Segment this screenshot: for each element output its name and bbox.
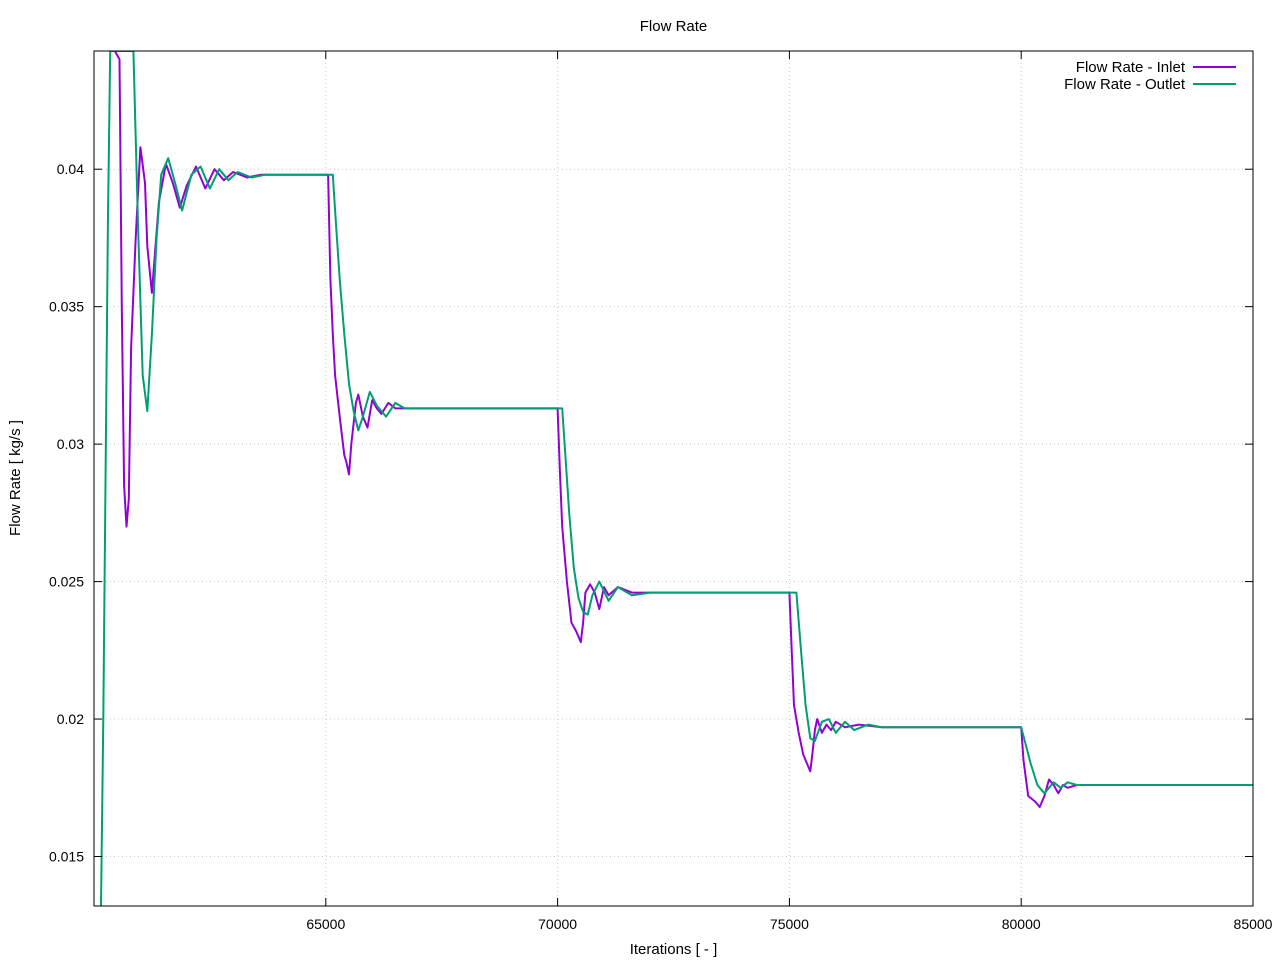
x-tick-label: 70000	[538, 916, 577, 932]
x-tick-label: 65000	[306, 916, 345, 932]
y-tick-label: 0.025	[49, 574, 84, 590]
ticks: 65000 70000 75000 80000 85000 0.015 0.02 0.025 0…	[49, 51, 1273, 932]
y-tick-label: 0.03	[57, 436, 84, 452]
series-line-flow-rate-outlet	[100, 51, 1253, 906]
x-tick-label: 75000	[770, 916, 809, 932]
y-tick-label: 0.015	[49, 849, 84, 865]
y-tick-label: 0.035	[49, 299, 84, 315]
x-tick-label: 85000	[1234, 916, 1273, 932]
chart-title: Flow Rate	[640, 18, 708, 35]
legend-label-flow-rate-inlet: Flow Rate - Inlet	[1076, 59, 1186, 76]
x-axis-title: Iterations [ - ]	[630, 941, 718, 958]
series-lines	[100, 51, 1253, 906]
x-tick-label: 80000	[1002, 916, 1041, 932]
legend-label-flow-rate-outlet: Flow Rate - Outlet	[1064, 76, 1186, 93]
y-tick-label: 0.02	[57, 711, 84, 727]
grid	[94, 51, 1253, 906]
plot-frame	[93, 50, 1254, 907]
y-axis-title: Flow Rate [ kg/s ]	[7, 420, 24, 536]
y-tick-label: 0.04	[57, 161, 84, 177]
